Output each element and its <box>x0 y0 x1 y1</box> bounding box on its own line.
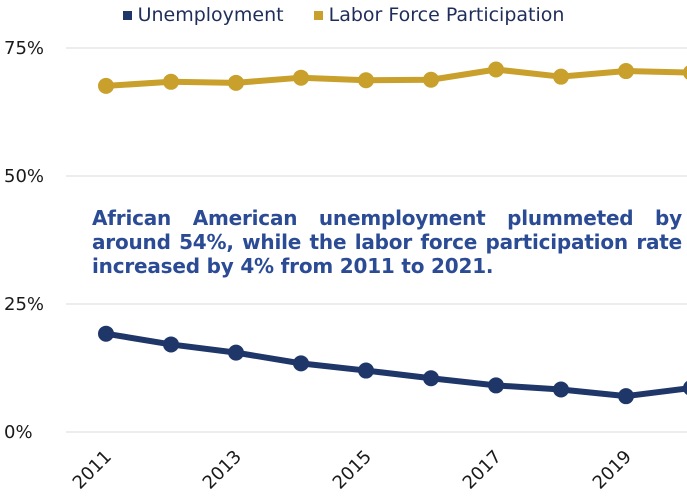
data-point <box>423 71 439 88</box>
y-tick-label: 50% <box>4 166 44 187</box>
chart-legend: Unemployment Labor Force Participation <box>0 4 687 26</box>
data-point <box>488 377 504 394</box>
series-line-1 <box>105 66 687 89</box>
y-axis-ticks: 75% 50% 25% 0% <box>4 38 44 443</box>
x-tick-label: 2019 <box>589 446 636 493</box>
chart-annotation: African American unemployment plummeted … <box>92 206 682 278</box>
legend-swatch-labor-force <box>313 10 323 20</box>
x-tick-label: 2017 <box>459 446 506 493</box>
data-point <box>98 325 114 342</box>
data-point <box>98 77 114 94</box>
x-axis-ticks: 201120132015201720192021 <box>69 446 636 493</box>
series-lines <box>98 61 687 405</box>
y-tick-label: 0% <box>4 422 33 443</box>
data-point <box>618 63 634 80</box>
data-point <box>683 65 687 80</box>
data-point <box>488 61 504 78</box>
data-point <box>228 74 244 91</box>
legend-item-unemployment: Unemployment <box>122 4 284 26</box>
data-point <box>358 72 374 89</box>
data-point <box>293 355 309 372</box>
y-tick-label: 25% <box>4 294 44 315</box>
legend-label-unemployment: Unemployment <box>137 4 284 26</box>
x-tick-label: 2013 <box>199 446 246 493</box>
data-point <box>553 381 569 398</box>
gridlines <box>66 47 687 433</box>
y-tick-label: 75% <box>4 38 44 59</box>
data-point <box>163 73 179 90</box>
data-point <box>423 370 439 387</box>
x-tick-label: 2011 <box>69 446 116 493</box>
data-point <box>293 69 309 86</box>
data-point <box>163 336 179 353</box>
data-point <box>553 68 569 85</box>
data-point <box>228 344 244 361</box>
data-point <box>683 381 687 395</box>
legend-item-labor-force: Labor Force Participation <box>313 4 565 26</box>
x-tick-label: 2015 <box>329 446 376 493</box>
legend-label-labor-force: Labor Force Participation <box>328 4 565 26</box>
legend-swatch-unemployment <box>122 10 132 20</box>
series-line-0 <box>105 330 687 400</box>
data-point <box>618 388 634 405</box>
data-point <box>358 362 374 379</box>
